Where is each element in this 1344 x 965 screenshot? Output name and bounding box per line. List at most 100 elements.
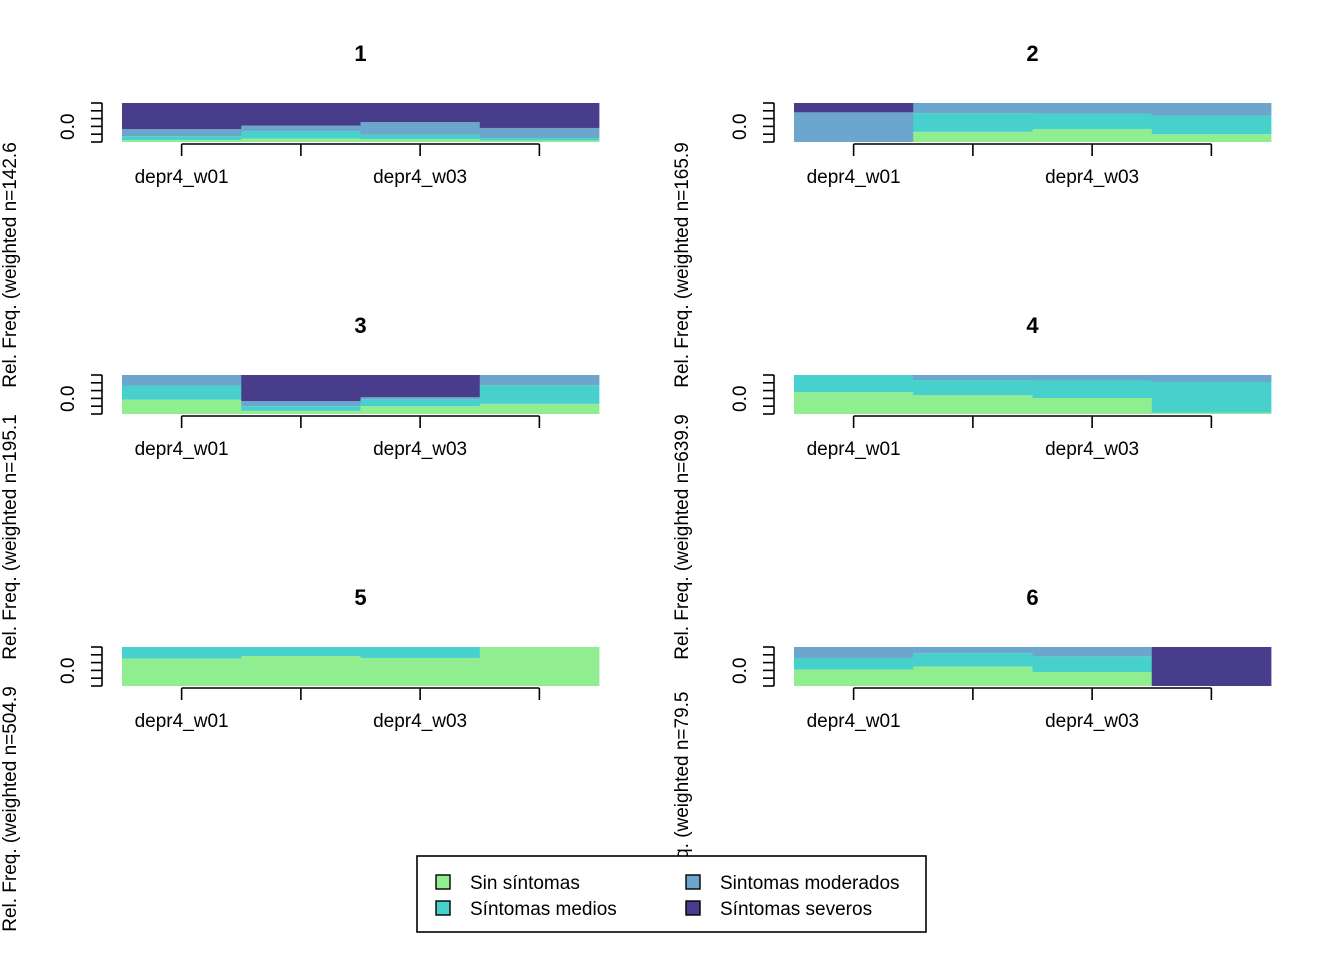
panel-title: 5 [354, 585, 366, 610]
bar-segment [479, 140, 600, 142]
y-tick-label: 0.0 [58, 114, 79, 140]
bar-segment [913, 647, 1033, 654]
bar-segment [241, 401, 361, 407]
legend-swatch [685, 874, 701, 890]
panel-2: 2 depr4_w01 depr4_w03 0.0 Rel. Freq. (weight… [672, 41, 1272, 388]
bar-segment [1032, 129, 1153, 142]
y-axis-label: Rel. Freq. (weighted n=165.9 [672, 142, 693, 388]
x-tick-label: depr4_w03 [373, 167, 467, 188]
bar-segment [1032, 671, 1153, 686]
x-tick-label: depr4_w01 [135, 711, 229, 732]
panel-title: 2 [1026, 41, 1038, 66]
bar-segment [913, 103, 1033, 114]
bar-segment [479, 103, 600, 128]
bar-segment [360, 397, 481, 400]
x-tick-label: depr4_w01 [135, 439, 229, 460]
bar-segment [1151, 412, 1272, 414]
legend-swatch [435, 874, 451, 890]
bar-segment [360, 103, 481, 123]
bar-segment [360, 406, 481, 414]
y-axis-label: Rel. Freq. (weighted n=142.6 [0, 142, 21, 388]
bar-segment [913, 395, 1033, 414]
bar-segment [122, 399, 242, 414]
bar-segment [479, 403, 600, 414]
bar-segment [241, 131, 361, 139]
legend: Sin síntomas Sintomas moderados Síntomas m… [416, 855, 927, 933]
bar-segment [122, 129, 242, 137]
y-axis-label: Rel. Freq. (weighted n=639.9 [672, 414, 693, 660]
bar-segment [479, 385, 600, 404]
legend-label: Síntomas severos [720, 899, 872, 920]
y-tick-label: 0.0 [730, 658, 751, 684]
y-tick-label: 0.0 [730, 386, 751, 412]
panel-title: 6 [1026, 585, 1038, 610]
bar-segment [122, 103, 242, 130]
bar-segment [360, 375, 481, 398]
panel-title: 3 [354, 313, 366, 338]
legend-swatch [435, 900, 451, 916]
bar-segment [1151, 115, 1272, 135]
bar-segment [122, 647, 242, 659]
bar-segment [1032, 656, 1153, 672]
bar-segment [794, 375, 914, 393]
x-tick-label: depr4_w01 [135, 167, 229, 188]
bar-segment [360, 122, 481, 135]
panel-3: 3 depr4_w01 depr4_w03 0.0 Rel. Freq. (weight… [0, 313, 600, 660]
bar-segment [122, 136, 242, 141]
bar-segment [360, 399, 481, 407]
bar-segment [1032, 103, 1153, 114]
bar-segment [1032, 398, 1153, 414]
bar-segment [241, 406, 361, 411]
y-tick-label: 0.0 [58, 658, 79, 684]
legend-swatch [685, 900, 701, 916]
y-axis-label: Rel. Freq. (weighted n=195.1 [0, 414, 21, 660]
bar-segment [241, 138, 361, 142]
bar-segment [1032, 647, 1153, 657]
y-axis-label: Rel. Freq. (weighted n=504.9 [0, 686, 21, 932]
bar-segment [479, 375, 600, 386]
legend-label: Síntomas medios [470, 899, 617, 920]
panel-5: 5 depr4_w01 depr4_w03 0.0 Rel. Freq. (weight… [0, 585, 600, 932]
bar-segment [794, 657, 914, 670]
bar-segment [122, 385, 242, 400]
bar-segment [1151, 103, 1272, 116]
bar-segment [1151, 382, 1272, 413]
x-tick-label: depr4_w03 [1045, 167, 1139, 188]
bar-segment [1151, 375, 1272, 383]
legend-box [416, 855, 927, 933]
bar-segment [913, 131, 1033, 142]
bar-segment [913, 666, 1033, 686]
bar-segment [1151, 647, 1272, 686]
x-tick-label: depr4_w03 [373, 711, 467, 732]
y-tick-label: 0.0 [730, 114, 751, 140]
bar-segment [122, 658, 242, 686]
bar-segment [360, 134, 481, 140]
x-tick-label: depr4_w01 [807, 167, 901, 188]
x-tick-label: depr4_w01 [807, 711, 901, 732]
bar-segment [479, 647, 600, 686]
bar-segment [794, 647, 914, 658]
bar-segment [122, 140, 242, 142]
y-tick-label: 0.0 [58, 386, 79, 412]
bar-segment [479, 127, 600, 139]
bar-segment [479, 138, 600, 141]
bar-segment [1032, 375, 1153, 381]
panel-title: 1 [354, 41, 366, 66]
bar-segment [1032, 380, 1153, 399]
bar-segment [241, 375, 361, 402]
bar-segment [241, 410, 361, 414]
panel-title: 4 [1026, 313, 1039, 338]
bar-segment [241, 125, 361, 132]
bar-segment [122, 375, 242, 386]
bar-segment [360, 647, 481, 658]
legend-label: Sintomas moderados [720, 873, 900, 894]
bar-segment [794, 103, 914, 113]
bar-segment [1032, 113, 1153, 130]
bar-segment [794, 669, 914, 686]
x-tick-label: depr4_w03 [1045, 711, 1139, 732]
bar-segment [241, 655, 361, 686]
bar-segment [913, 113, 1033, 132]
